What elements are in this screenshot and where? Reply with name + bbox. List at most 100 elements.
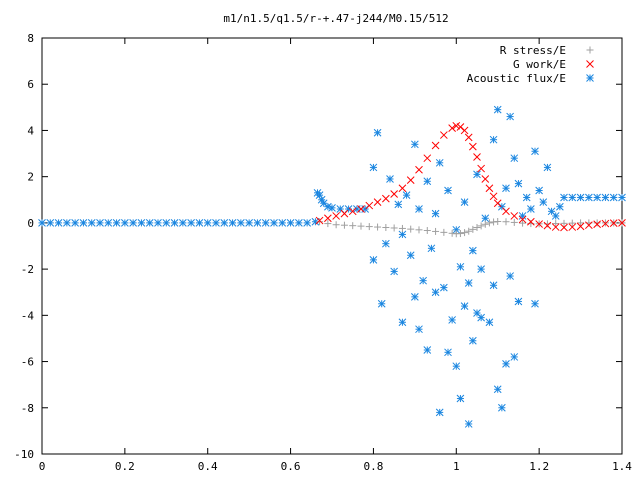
data-point <box>510 154 519 163</box>
series-0 <box>316 218 626 238</box>
data-point <box>452 362 461 371</box>
data-point <box>431 288 440 297</box>
data-point <box>427 244 436 253</box>
data-point <box>577 219 585 227</box>
data-point <box>485 219 493 227</box>
plot-frame <box>41 37 623 455</box>
data-point <box>552 220 560 228</box>
data-point <box>477 164 485 173</box>
data-point <box>481 214 490 223</box>
data-point <box>431 141 440 150</box>
data-point <box>469 336 477 345</box>
data-point <box>481 175 490 183</box>
x-tick-label: 0.8 <box>363 460 383 473</box>
data-point <box>46 219 55 227</box>
data-point <box>539 198 548 206</box>
data-point <box>473 170 481 179</box>
data-point <box>340 209 349 218</box>
data-point <box>531 147 539 156</box>
data-point <box>398 224 406 232</box>
data-point <box>406 251 415 260</box>
data-point <box>137 219 146 227</box>
data-point <box>514 297 523 306</box>
data-point <box>469 246 477 255</box>
x-tick-label: 0.4 <box>198 460 218 473</box>
data-point <box>145 219 154 227</box>
data-point <box>104 219 113 227</box>
data-point <box>154 219 162 227</box>
data-point <box>448 124 456 132</box>
series-2 <box>38 105 626 428</box>
data-point <box>489 135 498 144</box>
data-point <box>390 224 398 232</box>
data-point <box>324 220 332 228</box>
data-point <box>543 163 552 172</box>
data-point <box>618 219 626 227</box>
data-point <box>494 218 502 226</box>
data-point <box>440 131 448 139</box>
data-point <box>340 221 348 229</box>
data-point <box>423 227 431 235</box>
data-point <box>456 394 465 403</box>
data-point <box>522 193 531 202</box>
data-point <box>170 219 179 227</box>
data-point <box>568 223 577 231</box>
data-point <box>502 360 510 368</box>
data-point <box>382 194 390 203</box>
data-point <box>324 214 332 223</box>
data-point <box>423 177 432 186</box>
legend-marker <box>586 74 594 82</box>
data-point <box>415 226 423 234</box>
data-point <box>489 192 498 201</box>
x-tick-label: 1.4 <box>612 460 632 473</box>
data-point <box>560 223 568 232</box>
data-point <box>365 223 373 231</box>
data-point <box>456 230 464 238</box>
x-tick-label: 0 <box>39 460 46 473</box>
plot-axes: 0 0.2 0.4 0.6 0.8 1 1.2 1.4 -10 -8 -6 -4 -2 0 2 4 6 8 <box>14 32 632 473</box>
data-point <box>461 229 469 237</box>
data-point <box>535 220 543 228</box>
data-point <box>510 353 519 361</box>
data-point <box>502 184 510 193</box>
data-point <box>444 186 452 195</box>
data-point <box>543 221 552 230</box>
data-point <box>432 227 440 235</box>
data-point <box>71 219 79 227</box>
data-point <box>460 198 469 206</box>
data-point <box>54 219 63 227</box>
data-point <box>237 219 245 227</box>
data-point <box>369 163 378 172</box>
y-tick-label: -2 <box>21 263 34 276</box>
data-point <box>444 348 452 357</box>
data-point <box>477 265 485 273</box>
data-point <box>407 225 415 233</box>
data-point <box>316 218 324 226</box>
data-point <box>96 219 104 227</box>
data-point <box>498 403 506 412</box>
data-point <box>506 112 514 121</box>
data-point <box>460 302 469 310</box>
data-point <box>365 201 374 210</box>
data-point <box>493 385 502 394</box>
data-point <box>369 256 378 264</box>
data-point <box>585 193 593 202</box>
y-tick-label: 8 <box>27 32 34 45</box>
legend-label: Acoustic flux/E <box>467 72 566 85</box>
data-point <box>465 227 473 235</box>
data-point <box>601 219 610 228</box>
data-point <box>464 133 473 142</box>
y-tick-label: -4 <box>21 309 35 322</box>
data-point <box>601 193 610 202</box>
data-point <box>121 219 129 227</box>
data-point <box>79 219 88 227</box>
data-point <box>527 217 535 226</box>
data-point <box>328 204 336 212</box>
data-point <box>349 222 357 230</box>
data-point <box>514 179 523 188</box>
data-point <box>477 313 485 322</box>
data-point <box>245 219 253 227</box>
data-point <box>419 276 427 285</box>
data-point <box>315 216 324 225</box>
